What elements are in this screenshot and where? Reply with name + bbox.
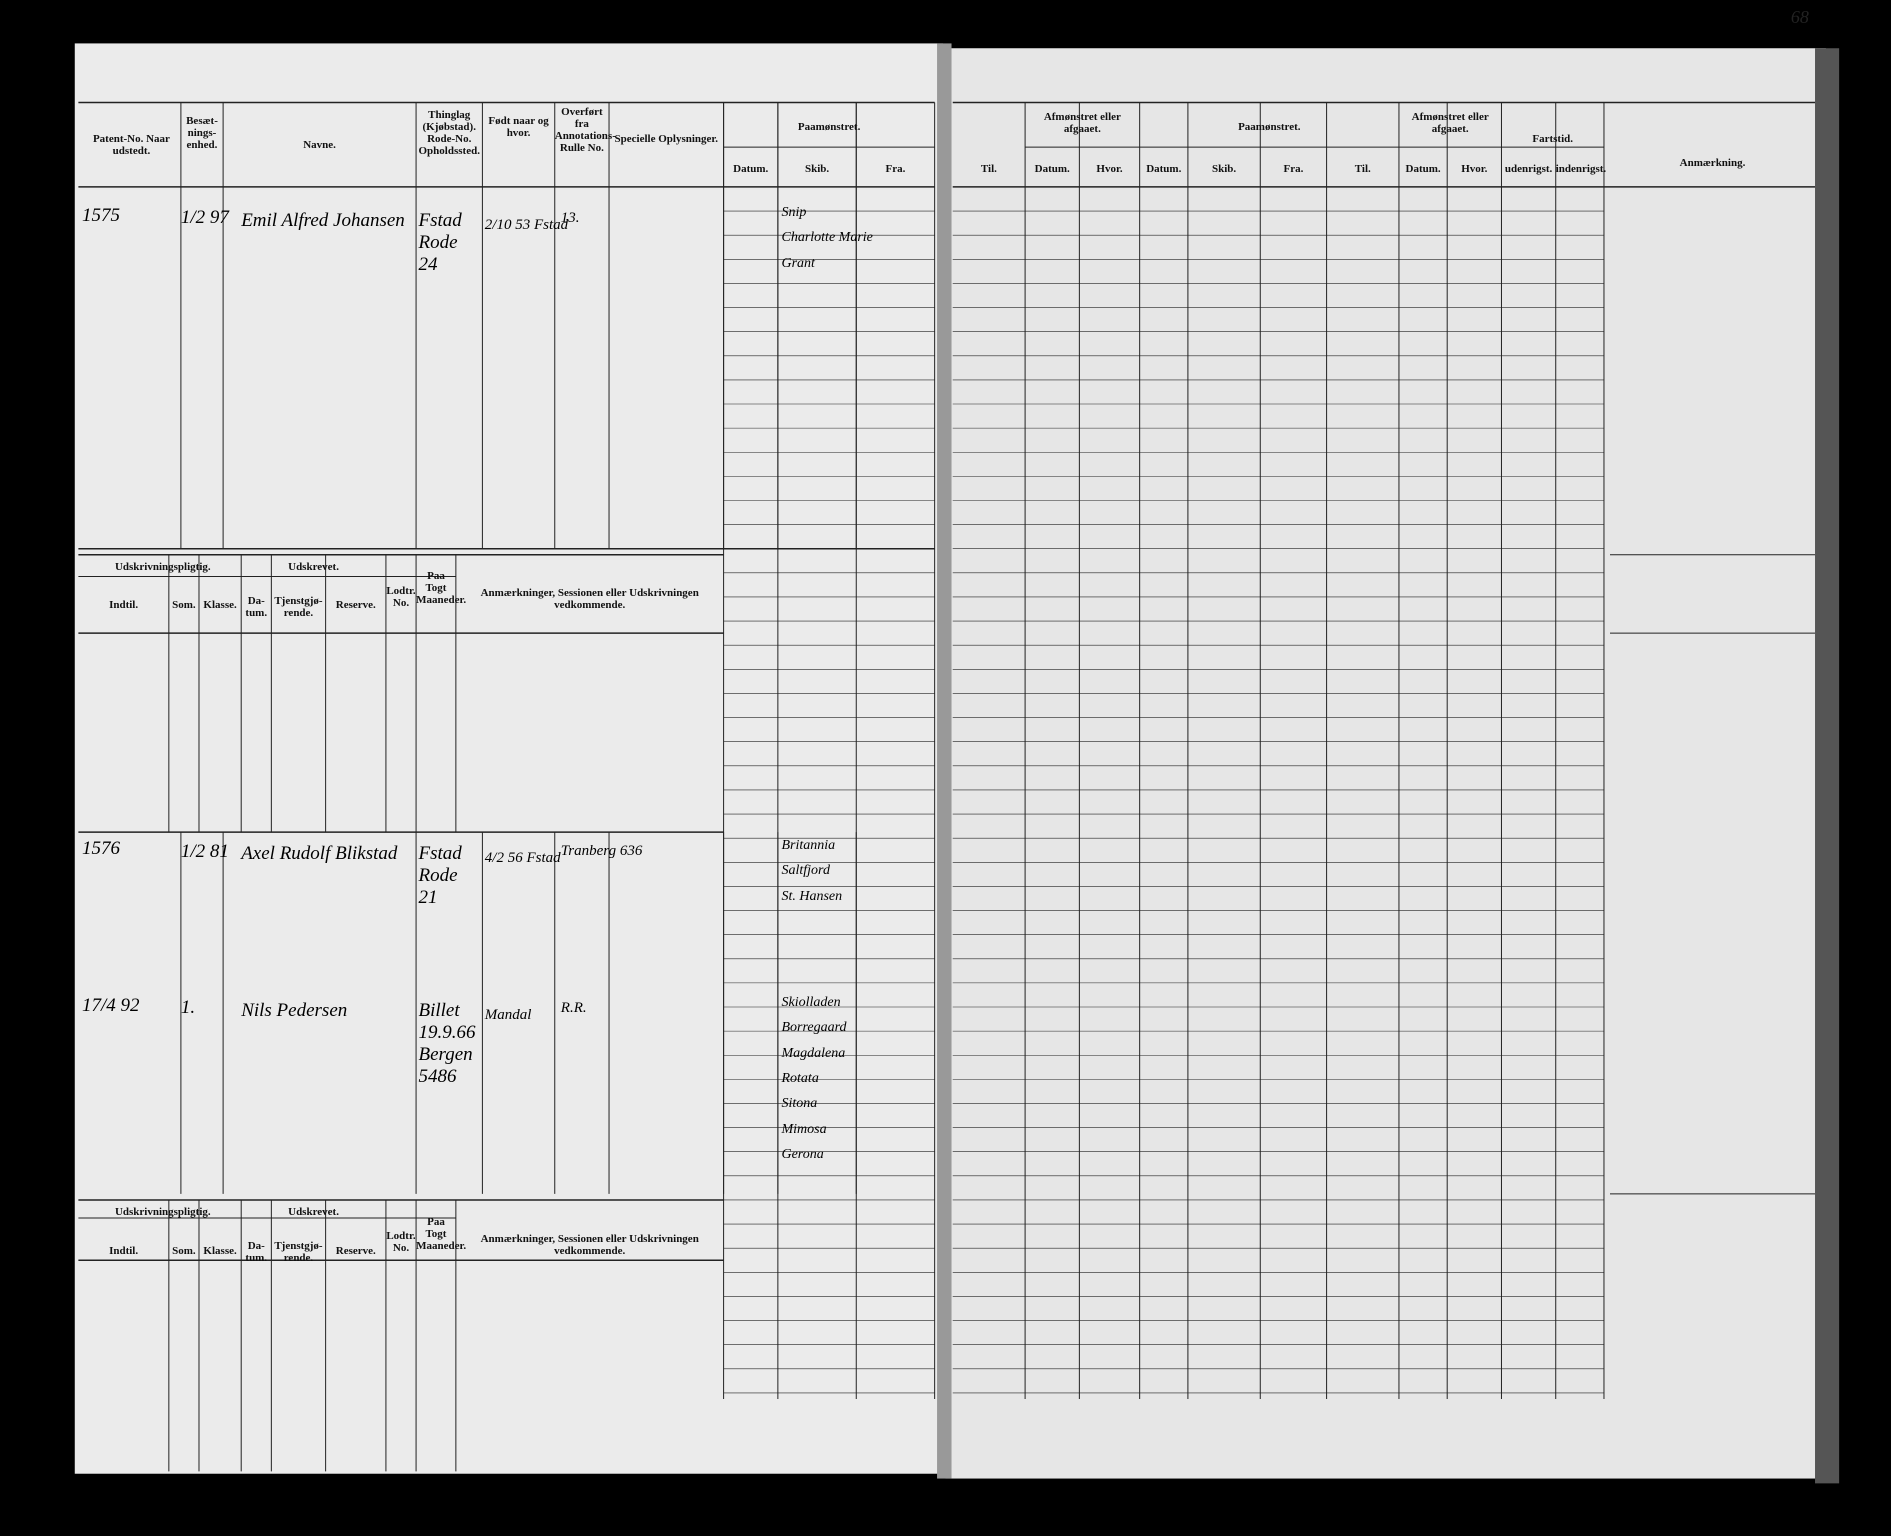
ship-name: Mimosa bbox=[781, 1121, 827, 1137]
column-header: Skib. bbox=[804, 162, 830, 175]
entry-place: Fstad Rode 24 bbox=[418, 209, 462, 275]
entry-issued: 1/2 97 bbox=[180, 207, 229, 229]
ship-name: Grant bbox=[781, 255, 815, 271]
ship-name: St. Hansen bbox=[781, 888, 843, 904]
gutter bbox=[937, 43, 952, 1479]
entry-issued: 1. bbox=[180, 997, 196, 1019]
section-header: Som. bbox=[172, 599, 196, 612]
column-header: indenrigst. bbox=[1555, 162, 1607, 175]
entry-born: Mandal bbox=[484, 1007, 532, 1023]
section-header: Indtil. bbox=[109, 599, 139, 612]
column-header: Fra. bbox=[885, 162, 906, 175]
column-header: Afmønstret eller afgaaet. bbox=[1043, 110, 1121, 135]
section-header: Udskrevet. bbox=[288, 1205, 339, 1218]
column-header: Overført fra Annotations-Rulle No. bbox=[554, 106, 616, 155]
section-header: Reserve. bbox=[335, 1244, 376, 1257]
section-header: Da-tum. bbox=[245, 594, 268, 619]
entry-roll: R.R. bbox=[560, 999, 587, 1016]
entry-roll: Tranberg 636 bbox=[560, 842, 643, 859]
ship-name: Britannia bbox=[781, 838, 836, 854]
entry-born: 4/2 56 Fstad bbox=[484, 850, 561, 867]
entry-number: 17/4 92 bbox=[82, 994, 140, 1016]
column-header: Skib. bbox=[1211, 162, 1237, 175]
entry-roll: 13. bbox=[560, 209, 580, 226]
left-page bbox=[74, 43, 944, 1474]
section-header: Paa Togt Maaneder. bbox=[416, 570, 467, 607]
column-header: Datum. bbox=[733, 162, 769, 175]
ship-name: Gerona bbox=[781, 1146, 824, 1162]
column-header: Navne. bbox=[303, 138, 336, 151]
column-header: Paamønstret. bbox=[1238, 120, 1301, 133]
ship-name: Sitona bbox=[781, 1096, 818, 1112]
ship-name: Borregaard bbox=[781, 1020, 847, 1036]
column-header: Patent-No. Naar udstedt. bbox=[92, 132, 170, 157]
section-header: Udskrivningspligtig. bbox=[114, 1205, 211, 1218]
column-header: Hvor. bbox=[1096, 162, 1123, 175]
column-header: Datum. bbox=[1405, 162, 1441, 175]
column-header: Paamønstret. bbox=[797, 120, 861, 133]
section-header: Tjenstgjø-rende. bbox=[274, 1239, 323, 1264]
entry-number: 1575 bbox=[82, 205, 120, 227]
ship-name: Magdalena bbox=[781, 1045, 846, 1061]
column-header: Datum. bbox=[1034, 162, 1070, 175]
column-header: Til. bbox=[1354, 162, 1371, 175]
page-edge bbox=[1815, 48, 1840, 1484]
section-header: Da-tum. bbox=[245, 1239, 268, 1264]
section-header: Som. bbox=[172, 1244, 196, 1257]
column-header: Hvor. bbox=[1461, 162, 1488, 175]
column-header: Specielle Oplysninger. bbox=[614, 132, 719, 145]
column-header: Fartstid. bbox=[1532, 132, 1574, 145]
entry-born: 2/10 53 Fstad bbox=[484, 217, 569, 234]
page-number: 68 bbox=[1790, 7, 1809, 28]
section-header: Lodtr. No. bbox=[386, 1230, 416, 1255]
entry-name: Nils Pedersen bbox=[241, 999, 348, 1021]
section-header: Klasse. bbox=[203, 1244, 237, 1257]
entry-name: Axel Rudolf Blikstad bbox=[241, 842, 398, 864]
entry-place: Fstad Rode 21 bbox=[418, 842, 462, 908]
column-header: Til. bbox=[980, 162, 997, 175]
column-header: Afmønstret eller afgaaet. bbox=[1411, 110, 1489, 135]
ship-name: Rotata bbox=[781, 1070, 819, 1086]
entry-number: 1576 bbox=[82, 838, 120, 860]
section-header: Udskrevet. bbox=[288, 560, 339, 573]
column-header: Anmærkning. bbox=[1679, 156, 1746, 169]
entry-name: Emil Alfred Johansen bbox=[241, 209, 405, 231]
section-header: Indtil. bbox=[109, 1244, 139, 1257]
entry-place: Billet 19.9.66 Bergen 5486 bbox=[418, 999, 476, 1087]
ship-name: Saltfjord bbox=[781, 863, 830, 879]
section-header: Klasse. bbox=[203, 599, 237, 612]
section-header: Udskrivningspligtig. bbox=[114, 560, 211, 573]
entry-issued: 1/2 81 bbox=[180, 840, 229, 862]
section-header: Reserve. bbox=[335, 599, 376, 612]
section-header: Anmærkninger, Sessionen eller Udskrivnin… bbox=[480, 1232, 699, 1257]
column-header: Født naar og hvor. bbox=[488, 114, 549, 139]
section-header: Anmærkninger, Sessionen eller Udskrivnin… bbox=[480, 587, 699, 612]
ship-name: Snip bbox=[781, 205, 807, 221]
column-header: Thinglag (Kjøbstad). Rode-No. Opholdsste… bbox=[418, 108, 480, 157]
ship-name: Charlotte Marie bbox=[781, 230, 873, 246]
section-header: Paa Togt Maaneder. bbox=[416, 1215, 467, 1252]
ship-name: Skiolladen bbox=[781, 994, 841, 1010]
right-page bbox=[945, 48, 1826, 1479]
section-header: Tjenstgjø-rende. bbox=[274, 594, 323, 619]
column-header: udenrigst. bbox=[1504, 162, 1553, 175]
column-header: Datum. bbox=[1146, 162, 1182, 175]
column-header: Fra. bbox=[1283, 162, 1304, 175]
section-header: Lodtr. No. bbox=[386, 584, 416, 609]
column-header: Besæt-nings-enhed. bbox=[186, 114, 218, 151]
